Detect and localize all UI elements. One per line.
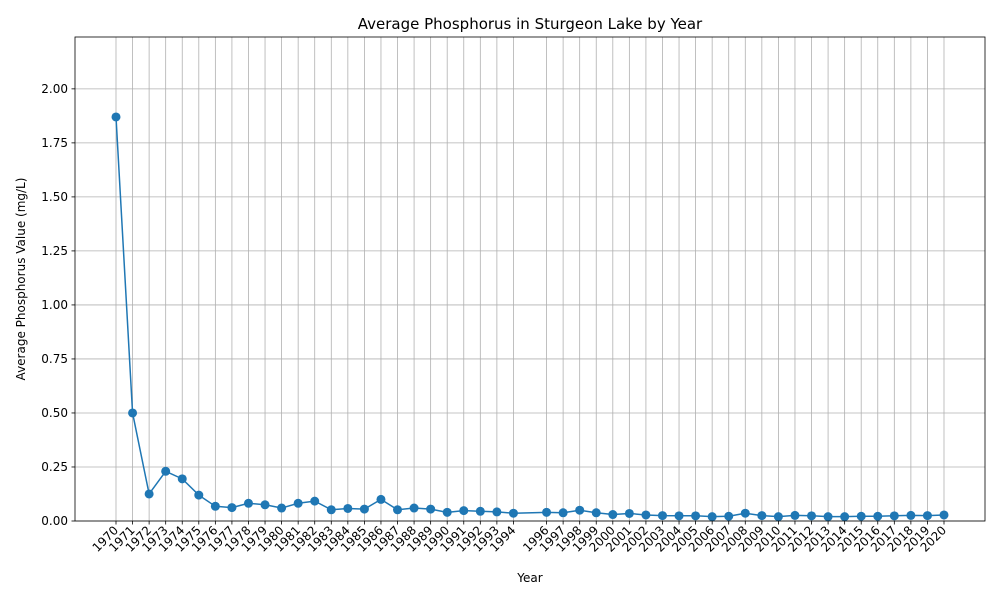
data-point [707, 512, 717, 522]
data-point [144, 489, 154, 499]
data-point [508, 508, 518, 518]
data-point [194, 490, 204, 500]
data-point [376, 494, 386, 504]
y-tick-label: 1.50 [41, 190, 68, 204]
data-point [873, 511, 883, 521]
data-markers [111, 112, 949, 522]
data-point [409, 503, 419, 513]
data-point [724, 511, 734, 521]
plot-area [75, 37, 985, 521]
data-point [641, 510, 651, 520]
data-point [591, 508, 601, 518]
data-point [459, 506, 469, 516]
data-point [608, 510, 618, 520]
chart-title: Average Phosphorus in Sturgeon Lake by Y… [358, 15, 703, 33]
data-point [542, 507, 552, 517]
data-point [575, 505, 585, 515]
y-tick-label: 1.00 [41, 298, 68, 312]
data-point [840, 512, 850, 522]
x-axis-label: Year [516, 571, 542, 585]
data-point [128, 408, 138, 418]
data-point [856, 511, 866, 521]
data-point [657, 511, 667, 521]
data-point [558, 508, 568, 518]
data-point [475, 506, 485, 516]
data-point [790, 510, 800, 520]
data-point [161, 466, 171, 476]
y-tick-label: 0.50 [41, 406, 68, 420]
data-point [939, 510, 949, 520]
y-tick-label: 1.75 [41, 136, 68, 150]
data-point [426, 504, 436, 514]
data-point [277, 503, 287, 513]
data-point [177, 474, 187, 484]
data-point [310, 496, 320, 506]
data-point [889, 511, 899, 521]
data-point [243, 498, 253, 508]
data-point [773, 512, 783, 522]
y-tick-label: 0.00 [41, 514, 68, 528]
y-tick-label: 0.25 [41, 460, 68, 474]
data-point [260, 500, 270, 510]
y-tick-label: 2.00 [41, 82, 68, 96]
data-point [740, 508, 750, 518]
plot-frame [74, 36, 986, 522]
data-point [111, 112, 121, 122]
data-point [922, 511, 932, 521]
data-point [823, 512, 833, 522]
data-point [807, 511, 817, 521]
data-point [492, 507, 502, 517]
data-point [393, 505, 403, 515]
data-point [906, 510, 916, 520]
data-point [326, 505, 336, 515]
y-axis-label: Average Phosphorus Value (mg/L) [14, 178, 28, 381]
data-point [442, 507, 452, 517]
y-tick-label: 1.25 [41, 244, 68, 258]
data-point [359, 504, 369, 514]
data-point [624, 508, 634, 518]
data-point [757, 511, 767, 521]
y-axis-ticks: 0.00 0.25 0.50 0.75 1.00 1.25 1.50 1.75 2.00 [41, 82, 75, 528]
y-tick-label: 0.75 [41, 352, 68, 366]
data-point [343, 503, 353, 513]
data-point [674, 511, 684, 521]
data-point [293, 498, 303, 508]
data-point [227, 503, 237, 513]
data-point [691, 511, 701, 521]
grid-lines [75, 37, 985, 522]
data-point [210, 501, 220, 511]
